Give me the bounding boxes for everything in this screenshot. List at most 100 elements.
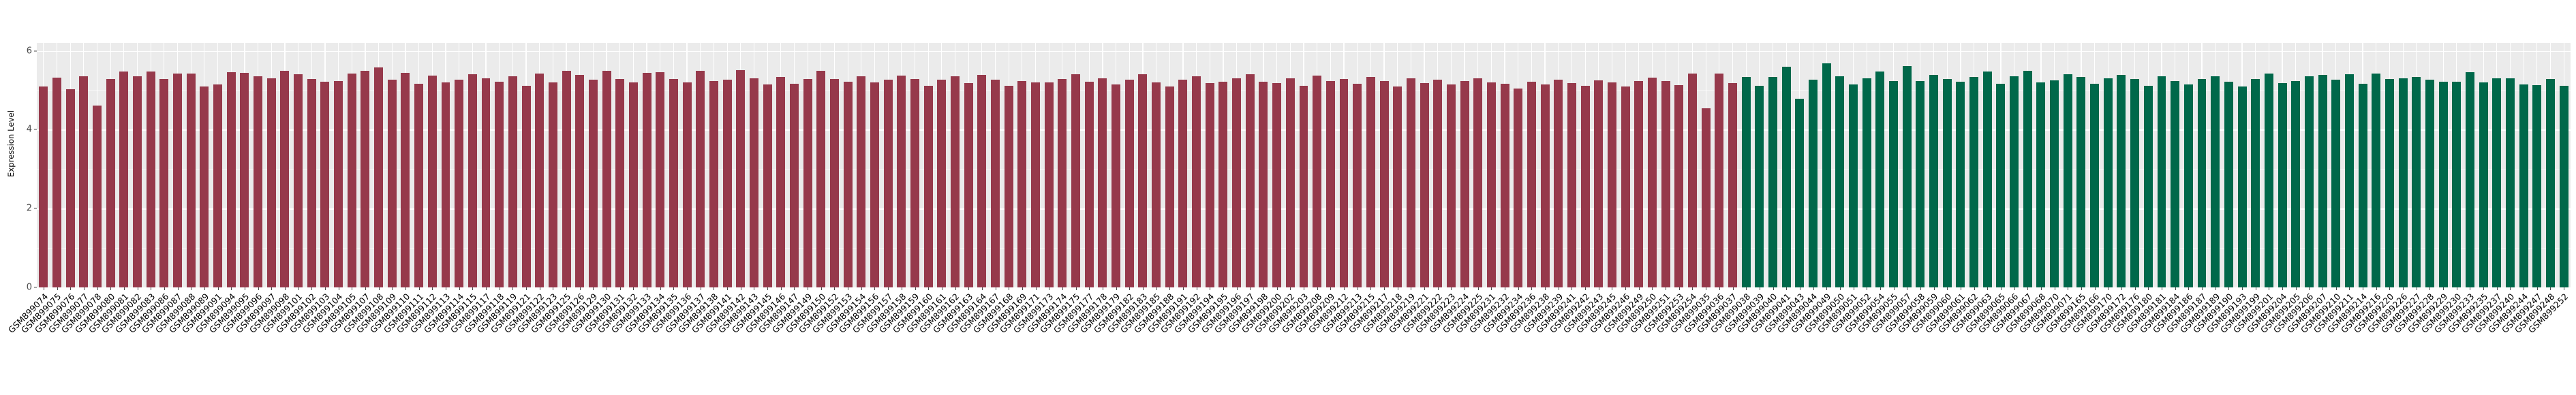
bar[interactable] — [2143, 85, 2153, 287]
bar[interactable] — [749, 78, 758, 287]
bar[interactable] — [1192, 76, 1201, 287]
bar[interactable] — [387, 79, 397, 287]
bar[interactable] — [1540, 84, 1550, 287]
bar[interactable] — [1634, 80, 1644, 287]
bar[interactable] — [843, 81, 853, 287]
bar[interactable] — [2465, 72, 2474, 287]
bar[interactable] — [1313, 76, 1322, 287]
bar[interactable] — [106, 79, 115, 287]
bar[interactable] — [2251, 79, 2260, 287]
bar[interactable] — [1580, 85, 1590, 287]
bar[interactable] — [1393, 86, 1402, 287]
bar[interactable] — [508, 76, 517, 287]
bar[interactable] — [2063, 74, 2072, 287]
bar[interactable] — [803, 78, 812, 287]
bar[interactable] — [2171, 81, 2180, 287]
bar[interactable] — [2438, 82, 2448, 287]
bar[interactable] — [173, 74, 183, 287]
bar[interactable] — [1942, 79, 1952, 287]
bar[interactable] — [334, 81, 343, 287]
bar[interactable] — [2372, 73, 2381, 287]
bar[interactable] — [1728, 83, 1737, 287]
bar[interactable] — [535, 73, 545, 287]
bar[interactable] — [146, 71, 155, 287]
bar[interactable] — [280, 71, 290, 287]
bar[interactable] — [575, 74, 585, 287]
bar[interactable] — [1325, 80, 1335, 287]
bar[interactable] — [2117, 74, 2126, 287]
bar[interactable] — [2546, 79, 2555, 287]
bar[interactable] — [441, 82, 450, 287]
bar[interactable] — [1111, 84, 1121, 287]
bar[interactable] — [2519, 84, 2528, 287]
bar[interactable] — [2103, 78, 2113, 287]
bar[interactable] — [2304, 76, 2314, 287]
bar[interactable] — [1098, 78, 1107, 287]
bar[interactable] — [2452, 81, 2462, 287]
bar[interactable] — [455, 80, 464, 287]
bar[interactable] — [2090, 83, 2100, 287]
bar[interactable] — [1232, 78, 1242, 287]
bar[interactable] — [2157, 76, 2166, 287]
bar[interactable] — [1500, 84, 1509, 287]
bar[interactable] — [709, 81, 718, 287]
bar[interactable] — [159, 78, 169, 287]
bar[interactable] — [2344, 74, 2354, 287]
bar[interactable] — [1567, 83, 1576, 287]
bar[interactable] — [467, 74, 477, 287]
bar[interactable] — [1674, 84, 1684, 287]
bar[interactable] — [39, 86, 48, 287]
bar[interactable] — [977, 75, 987, 287]
bar[interactable] — [870, 82, 879, 287]
bar[interactable] — [2211, 76, 2220, 287]
bar[interactable] — [2492, 78, 2502, 287]
bar[interactable] — [361, 71, 370, 287]
bar[interactable] — [682, 82, 692, 287]
bar[interactable] — [1084, 81, 1094, 287]
bar[interactable] — [1768, 76, 1777, 287]
bar[interactable] — [1004, 86, 1013, 287]
bar[interactable] — [1809, 80, 1818, 287]
bar[interactable] — [2023, 70, 2032, 287]
bar[interactable] — [2559, 85, 2569, 287]
bar[interactable] — [414, 83, 424, 287]
bar[interactable] — [65, 89, 75, 287]
bar[interactable] — [2237, 86, 2247, 287]
bar[interactable] — [1406, 78, 1415, 287]
bar[interactable] — [937, 80, 947, 287]
bar[interactable] — [427, 76, 437, 287]
bar[interactable] — [1245, 74, 1255, 287]
bar[interactable] — [964, 83, 973, 287]
bar[interactable] — [669, 79, 678, 287]
bar[interactable] — [1339, 79, 1349, 287]
bar[interactable] — [696, 70, 705, 287]
bar[interactable] — [602, 70, 611, 287]
bar[interactable] — [1621, 86, 1630, 287]
bar[interactable] — [2197, 78, 2207, 287]
bar[interactable] — [1554, 79, 1563, 287]
bar[interactable] — [1956, 81, 1965, 287]
bar[interactable] — [736, 69, 746, 287]
bar[interactable] — [1661, 81, 1670, 287]
bar[interactable] — [1299, 86, 1308, 287]
bar[interactable] — [481, 78, 491, 287]
bar[interactable] — [2076, 77, 2086, 287]
bar[interactable] — [1272, 83, 1282, 287]
bar[interactable] — [521, 85, 531, 287]
bar[interactable] — [1285, 78, 1295, 287]
bar[interactable] — [1647, 77, 1657, 287]
bar[interactable] — [628, 82, 638, 287]
bar[interactable] — [226, 72, 236, 287]
bar[interactable] — [2278, 83, 2287, 287]
bar[interactable] — [722, 79, 732, 287]
bar[interactable] — [2318, 74, 2327, 287]
bar[interactable] — [923, 85, 933, 287]
bar[interactable] — [2398, 78, 2408, 287]
bar[interactable] — [2532, 84, 2542, 287]
bar[interactable] — [213, 84, 223, 287]
bar[interactable] — [829, 79, 839, 287]
bar[interactable] — [2425, 80, 2434, 287]
bar[interactable] — [1353, 83, 1362, 287]
bar[interactable] — [52, 77, 61, 287]
bar[interactable] — [1902, 66, 1912, 287]
